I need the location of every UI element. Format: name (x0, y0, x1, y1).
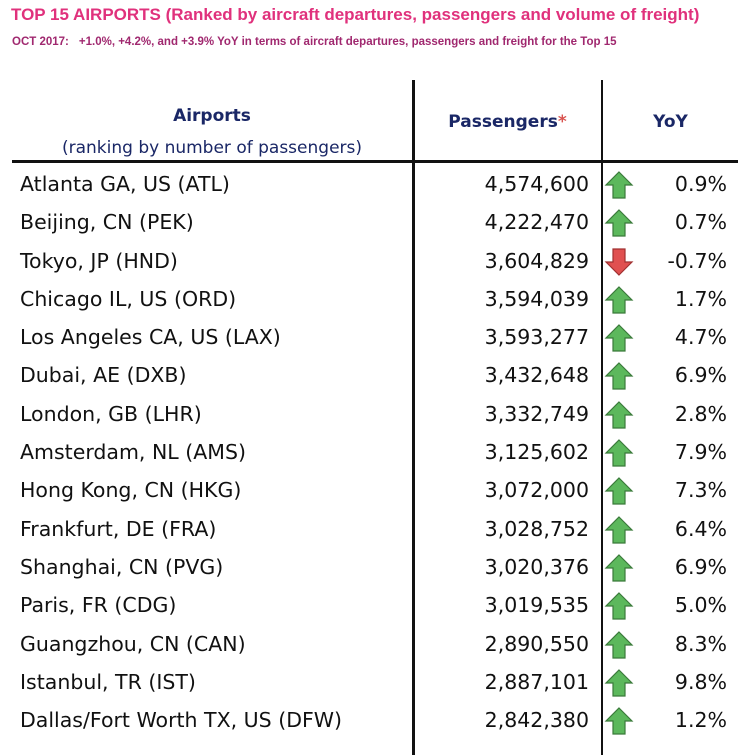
yoy-change: 6.9% (674, 554, 727, 579)
passenger-count: 3,072,000 (484, 478, 589, 503)
arrow-up-icon (604, 362, 634, 391)
airport-name: London, GB (LHR) (20, 401, 202, 426)
arrow-up-icon (604, 630, 634, 659)
passenger-count: 2,890,550 (484, 631, 589, 656)
table-row: Istanbul, TR (IST) 2,887,101 9.8% (0, 664, 742, 702)
airport-name: Tokyo, JP (HND) (20, 248, 178, 273)
yoy-change: 7.3% (674, 478, 727, 503)
footnote-asterisk: * (557, 112, 567, 132)
yoy-change: 0.7% (674, 210, 727, 235)
arrow-up-icon (604, 515, 634, 544)
column-header-airports-subtitle: (ranking by number of passengers) (61, 138, 363, 158)
yoy-change: 8.3% (674, 631, 727, 656)
arrow-up-icon (604, 171, 634, 199)
passenger-count: 3,020,376 (484, 554, 589, 579)
column-divider-airports (412, 80, 415, 755)
yoy-change: 9.8% (674, 669, 727, 694)
airport-name: Shanghai, CN (PVG) (20, 554, 224, 579)
arrow-up-icon (604, 592, 634, 620)
passenger-count: 4,574,600 (484, 172, 589, 196)
table-row: Hong Kong, CN (HKG) 3,072,000 7.3% (0, 472, 742, 510)
airport-table-body: Atlanta GA, US (ATL) 4,574,600 0.9% Beijing… (0, 166, 742, 740)
table-row: Dubai, AE (DXB) 3,432,648 6.9% (0, 357, 742, 395)
yoy-change: 1.7% (674, 286, 727, 311)
airport-name: Chicago IL, US (ORD) (20, 286, 237, 311)
arrow-up-icon (604, 554, 634, 582)
table-row: Chicago IL, US (ORD) 3,594,039 1.7% (0, 281, 742, 319)
table-row: Atlanta GA, US (ATL) 4,574,600 0.9% (0, 166, 742, 204)
arrow-up-icon (604, 209, 634, 237)
table-row: Shanghai, CN (PVG) 3,020,376 6.9% (0, 549, 742, 587)
table-row: Guangzhou, CN (CAN) 2,890,550 8.3% (0, 626, 742, 664)
table-row: Dallas/Fort Worth TX, US (DFW) 2,842,380 1… (0, 702, 742, 740)
table-row: Beijing, CN (PEK) 4,222,470 0.7% (0, 204, 742, 242)
arrow-up-icon (604, 439, 634, 467)
airport-name: Los Angeles CA, US (LAX) (20, 325, 281, 350)
table-row: London, GB (LHR) 3,332,749 2.8% (0, 396, 742, 434)
airport-name: Frankfurt, DE (FRA) (20, 516, 217, 541)
airport-name: Dubai, AE (DXB) (20, 363, 187, 388)
table-row: Amsterdam, NL (AMS) 3,125,602 7.9% (0, 434, 742, 472)
yoy-change: 6.9% (674, 363, 727, 388)
passenger-count: 2,842,380 (484, 708, 589, 733)
chart-subtitle: OCT 2017: +1.0%, +4.2%, and +3.9% YoY in … (12, 36, 616, 48)
passenger-count: 3,028,752 (484, 516, 589, 541)
subtitle-date: OCT 2017: (12, 36, 69, 48)
passenger-count: 4,222,470 (484, 210, 589, 235)
airport-name: Guangzhou, CN (CAN) (20, 631, 246, 656)
table-row: Los Angeles CA, US (LAX) 3,593,277 4.7% (0, 319, 742, 357)
airport-name: Atlanta GA, US (ATL) (20, 172, 230, 196)
passenger-count: 3,432,648 (484, 363, 589, 388)
yoy-change: 4.7% (674, 325, 727, 350)
passenger-count: 2,887,101 (484, 669, 589, 694)
column-header-passengers-label: Passengers (448, 112, 558, 132)
airport-name: Beijing, CN (PEK) (20, 210, 194, 235)
column-header-yoy: YoY (653, 112, 688, 132)
arrow-up-icon (604, 477, 634, 505)
column-header-airports: Airports (173, 106, 251, 126)
yoy-change: 6.4% (674, 516, 727, 541)
subtitle-summary: +1.0%, +4.2%, and +3.9% YoY in terms of … (78, 36, 617, 48)
chart-title: TOP 15 AIRPORTS (Ranked by aircraft depa… (11, 5, 700, 24)
arrow-down-icon (604, 247, 634, 276)
airport-name: Amsterdam, NL (AMS) (20, 440, 246, 465)
header-divider (12, 160, 738, 163)
table-row: Tokyo, JP (HND) 3,604,829 -0.7% (0, 243, 742, 281)
yoy-change: 1.2% (674, 708, 727, 733)
airport-name: Hong Kong, CN (HKG) (20, 478, 242, 503)
table-row: Paris, FR (CDG) 3,019,535 5.0% (0, 587, 742, 625)
column-divider-passengers (601, 80, 603, 755)
passenger-count: 3,604,829 (484, 248, 589, 273)
yoy-change: 0.9% (674, 172, 727, 196)
airport-name: Paris, FR (CDG) (20, 593, 177, 618)
yoy-change: 7.9% (674, 440, 727, 465)
airport-name: Istanbul, TR (IST) (20, 669, 196, 694)
arrow-up-icon (604, 286, 634, 314)
passenger-count: 3,125,602 (484, 440, 589, 465)
passenger-count: 3,019,535 (484, 593, 589, 618)
passenger-count: 3,593,277 (484, 325, 589, 350)
passenger-count: 3,332,749 (484, 401, 589, 426)
arrow-up-icon (604, 400, 634, 429)
yoy-change: 5.0% (674, 593, 727, 618)
table-row: Frankfurt, DE (FRA) 3,028,752 6.4% (0, 511, 742, 549)
passenger-count: 3,594,039 (484, 286, 589, 311)
airport-name: Dallas/Fort Worth TX, US (DFW) (20, 708, 343, 733)
arrow-up-icon (604, 324, 634, 352)
arrow-up-icon (604, 707, 634, 735)
yoy-change: -0.7% (667, 248, 727, 273)
yoy-change: 2.8% (674, 401, 727, 426)
arrow-up-icon (604, 669, 634, 697)
column-header-passengers: Passengers* (414, 112, 601, 132)
